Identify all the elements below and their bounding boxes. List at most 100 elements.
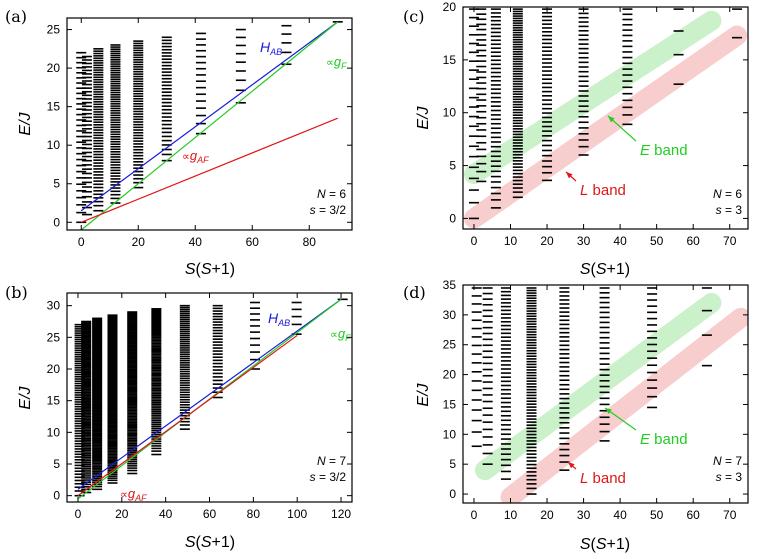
plot-frame (462, 6, 749, 230)
y-tick-label: 20 (443, 368, 457, 382)
x-tick-label: 0 (471, 234, 478, 248)
e-band (474, 292, 722, 481)
y-tick-label: 0 (53, 489, 60, 503)
level-column (701, 287, 712, 367)
x-tick-label: 10 (504, 508, 518, 522)
info-text: s = 3/2 (310, 203, 347, 217)
x-axis-label: S(S+1) (185, 261, 235, 278)
level-column (291, 301, 302, 335)
series-line-g-af (77, 334, 298, 497)
y-tick-label: 20 (47, 61, 61, 75)
series-line-g-f (80, 21, 339, 230)
panel-label: (c) (403, 7, 424, 26)
x-tick-label: 20 (132, 235, 146, 249)
level-column (526, 287, 537, 495)
level-column (599, 287, 610, 442)
level-column (92, 317, 103, 491)
band-label-l: L band (580, 470, 626, 487)
panel-b: 0 20 40 60 80 100 120 0 5 10 15 20 25 30 (b) S(S+1) E/J N… (5, 283, 353, 551)
y-tick-label: 35 (443, 278, 457, 292)
plot-area (76, 21, 343, 230)
level-column (93, 48, 104, 212)
level-column (179, 304, 190, 430)
panel-label: (a) (5, 7, 27, 26)
x-tick-label: 10 (504, 234, 518, 248)
level-column (133, 40, 144, 189)
level-column (647, 287, 658, 409)
level-column (732, 8, 743, 39)
x-tick-label: 0 (471, 508, 478, 522)
y-tick-label: 5 (449, 159, 456, 173)
series-label-g-af: ∝gAF (120, 486, 147, 503)
series-label-g-f: ∝gF (326, 54, 347, 71)
plot-area (463, 8, 748, 229)
y-tick-label: 10 (443, 427, 457, 441)
info-text: N = 6 (713, 187, 742, 201)
panel-c: 0 10 20 30 40 50 60 70 0 5 10 15 20 (c) S(S+1) E/J N = 6… (403, 0, 749, 278)
level-column (622, 8, 633, 126)
y-tick-label: 15 (47, 100, 61, 114)
x-tick-label: 0 (75, 507, 82, 521)
level-column (161, 36, 172, 162)
info-text: s = 3/2 (310, 470, 347, 484)
y-axis-label: E/J (415, 105, 432, 129)
y-tick-label: 0 (53, 215, 60, 229)
panel-a: 0 20 40 60 80 0 5 10 15 20 25 (a) S(S+1) E/J N = 6 s = … (5, 7, 353, 278)
x-tick-label: 70 (723, 508, 737, 522)
y-tick-label: 0 (449, 211, 456, 225)
x-tick-label: 80 (303, 235, 317, 249)
x-tick-label: 80 (247, 507, 261, 521)
y-tick-label: 25 (47, 23, 61, 37)
band-arrow-head (566, 172, 573, 179)
level-column (249, 301, 260, 370)
series-label-h-ab: HAB (268, 310, 290, 328)
y-tick-label: 30 (443, 308, 457, 322)
y-tick-label: 5 (449, 457, 456, 471)
series-label-g-af: ∝gAF (182, 148, 209, 165)
x-tick-label: 100 (287, 507, 307, 521)
level-column (81, 320, 92, 494)
y-tick-label: 15 (47, 394, 61, 408)
level-column (281, 24, 292, 66)
y-tick-label: 10 (47, 425, 61, 439)
x-tick-label: 40 (189, 235, 203, 249)
x-tick-label: 20 (115, 507, 129, 521)
level-column (127, 311, 138, 475)
y-tick-label: 5 (53, 457, 60, 471)
band-arrow-head (608, 116, 615, 123)
level-column (482, 287, 493, 465)
y-tick-label: 5 (53, 177, 60, 191)
level-column (212, 304, 223, 399)
y-axis-label: E/J (17, 385, 34, 409)
level-column (512, 8, 523, 199)
x-axis-label: S(S+1) (580, 261, 630, 278)
x-tick-label: 20 (540, 508, 554, 522)
x-tick-label: 30 (577, 234, 591, 248)
series-line-h-ab (80, 21, 339, 212)
y-tick-label: 10 (47, 138, 61, 152)
panel-d: 0 10 20 30 40 50 60 70 0 5 10 15 20 25 30 35 (d) S(S+1) E/… (403, 278, 749, 553)
info-text: s = 3 (716, 470, 743, 484)
panel-label: (b) (5, 283, 28, 302)
series-label-g-f: ∝gF (330, 326, 351, 343)
level-column (476, 8, 487, 183)
band-label-e: E band (640, 142, 688, 159)
panel-label: (d) (403, 283, 426, 302)
level-column (542, 8, 553, 182)
level-column (500, 287, 511, 480)
x-tick-label: 60 (203, 507, 217, 521)
info-text: N = 7 (713, 454, 742, 468)
x-tick-label: 60 (687, 234, 701, 248)
x-axis-label: S(S+1) (185, 534, 235, 551)
level-column (471, 287, 482, 448)
x-tick-label: 60 (687, 508, 701, 522)
y-axis-label: E/J (17, 111, 34, 135)
band-arrow-head (605, 408, 612, 414)
y-tick-label: 10 (443, 106, 457, 120)
y-tick-label: 20 (443, 0, 457, 14)
level-column (490, 8, 501, 209)
x-tick-label: 50 (650, 234, 664, 248)
plot-area (74, 298, 348, 500)
x-tick-label: 40 (613, 234, 627, 248)
series-line-g-af (81, 117, 338, 223)
